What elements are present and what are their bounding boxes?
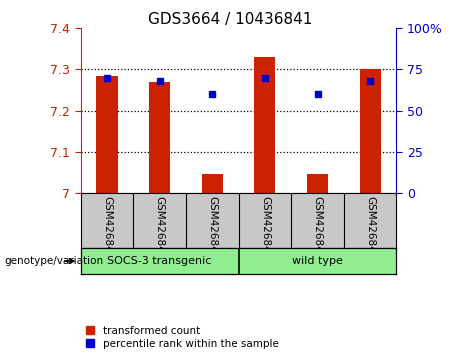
Bar: [149, 82, 170, 193]
Text: SOCS-3 transgenic: SOCS-3 transgenic: [107, 256, 212, 266]
Bar: [96, 76, 118, 193]
Bar: [307, 175, 328, 193]
Bar: [202, 175, 223, 193]
Text: GSM426842: GSM426842: [207, 196, 217, 259]
Legend: transformed count, percentile rank within the sample: transformed count, percentile rank withi…: [86, 326, 278, 349]
Text: GDS3664 / 10436841: GDS3664 / 10436841: [148, 12, 313, 27]
Text: GSM426845: GSM426845: [365, 196, 375, 259]
Text: genotype/variation: genotype/variation: [5, 256, 104, 266]
Text: wild type: wild type: [292, 256, 343, 266]
Text: GSM426844: GSM426844: [313, 196, 323, 259]
Text: GSM426843: GSM426843: [260, 196, 270, 259]
Text: GSM426840: GSM426840: [102, 196, 112, 259]
Text: GSM426841: GSM426841: [154, 196, 165, 259]
Bar: [254, 57, 275, 193]
Bar: [360, 69, 381, 193]
